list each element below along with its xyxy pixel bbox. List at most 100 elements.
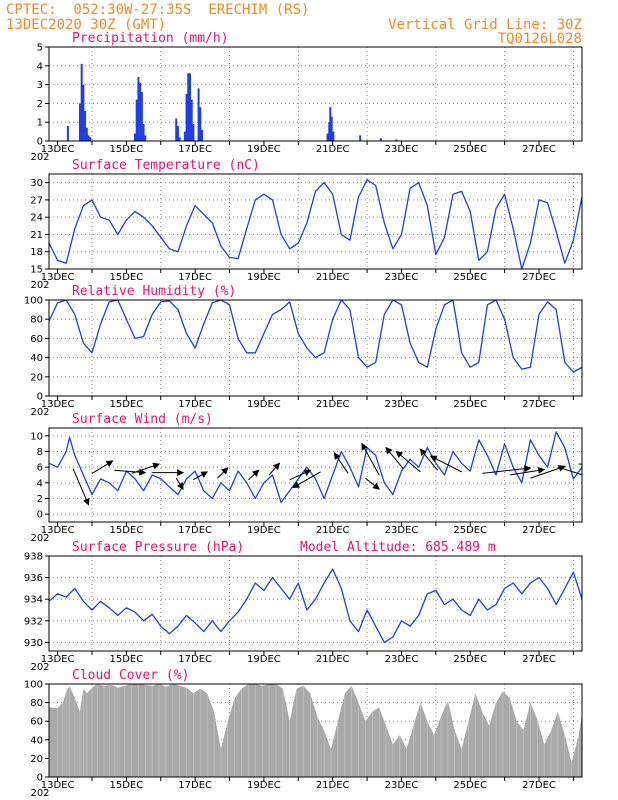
- y-tick-label: 936: [24, 573, 43, 584]
- cloud-cover-area: [49, 684, 582, 777]
- precip-bar: [85, 127, 88, 141]
- precip-bar: [395, 139, 398, 141]
- y-tick-label: 60: [30, 334, 43, 345]
- x-tick-label: 13DEC: [41, 654, 75, 665]
- series-group: [49, 300, 582, 373]
- y-tick-label: 1: [37, 118, 43, 129]
- y-tick-label: 0: [37, 137, 43, 148]
- y-tick-label: 15: [30, 265, 43, 276]
- precip-bar: [332, 131, 335, 141]
- x-year-label: 202: [30, 662, 49, 673]
- wind-vector: [530, 465, 566, 479]
- series-line: [49, 300, 582, 373]
- wind-vector: [606, 466, 618, 470]
- y-tick-label: 27: [30, 195, 43, 206]
- precip-bar: [80, 63, 83, 141]
- wind-vector: [385, 446, 404, 470]
- y-tick-label: 2: [37, 99, 43, 110]
- wind-vector: [131, 462, 160, 474]
- wind-vector: [175, 477, 184, 490]
- x-tick-label: 19DEC: [247, 654, 281, 665]
- wind-vector: [395, 450, 421, 473]
- y-tick-label: 80: [30, 315, 43, 326]
- x-tick-label: 27DEC: [522, 272, 556, 283]
- x-tick-label: 25DEC: [453, 654, 487, 665]
- y-tick-label: 932: [24, 616, 43, 627]
- x-tick-label: 17DEC: [178, 144, 212, 155]
- y-tick-label: 80: [30, 698, 43, 709]
- x-tick-label: 23DEC: [385, 654, 419, 665]
- y-tick-label: 930: [24, 638, 43, 649]
- wind-vector: [333, 452, 349, 474]
- y-tick-label: 60: [30, 717, 43, 728]
- wind-vector: [509, 467, 546, 476]
- precip-bar: [328, 122, 331, 141]
- x-tick-label: 13DEC: [41, 272, 75, 283]
- x-tick-label: 21DEC: [316, 780, 350, 791]
- x-year-label: 202: [30, 152, 49, 163]
- x-tick-label: 15DEC: [110, 780, 144, 791]
- x-tick-label: 25DEC: [453, 272, 487, 283]
- wind-vector: [557, 466, 582, 476]
- panel-frame: [48, 299, 583, 397]
- y-tick-label: 8: [37, 447, 43, 458]
- x-tick-label: 23DEC: [385, 272, 419, 283]
- x-tick-label: 19DEC: [247, 525, 281, 536]
- panel-frame: [48, 683, 583, 778]
- y-tick-label: 938: [24, 552, 43, 563]
- x-tick-label: 27DEC: [522, 525, 556, 536]
- panel-4: [45, 427, 618, 526]
- precip-bar: [329, 107, 332, 141]
- x-tick-label: 13DEC: [41, 780, 75, 791]
- panel-title: Surface Wind (m/s): [72, 412, 213, 427]
- y-tick-label: 5: [37, 43, 43, 54]
- precip-bar: [199, 107, 202, 141]
- x-tick-label: 17DEC: [178, 654, 212, 665]
- x-tick-label: 21DEC: [316, 144, 350, 155]
- series-group: [49, 431, 618, 506]
- panel-title: Surface Pressure (hPa): [72, 540, 244, 555]
- x-tick-label: 27DEC: [522, 780, 556, 791]
- x-tick-label: 27DEC: [522, 399, 556, 410]
- x-tick-label: 21DEC: [316, 399, 350, 410]
- precip-bar: [66, 125, 69, 141]
- precip-bar: [133, 133, 136, 141]
- precip-bar: [192, 124, 195, 141]
- x-tick-label: 17DEC: [178, 272, 212, 283]
- wind-vector: [429, 455, 462, 473]
- panel-title: Relative Humidity (%): [72, 284, 236, 299]
- panel-title: Surface Temperature (nC): [72, 158, 260, 173]
- series-group: [66, 63, 398, 141]
- y-tick-label: 40: [30, 735, 43, 746]
- x-tick-label: 15DEC: [110, 272, 144, 283]
- x-tick-label: 25DEC: [453, 399, 487, 410]
- precip-bar: [326, 133, 329, 141]
- precip-bar: [187, 73, 190, 141]
- precip-bar: [379, 138, 382, 141]
- series-group: [49, 568, 582, 644]
- wind-vector: [361, 442, 380, 476]
- x-tick-label: 23DEC: [385, 525, 419, 536]
- x-tick-label: 27DEC: [522, 654, 556, 665]
- wind-vector: [217, 467, 229, 479]
- wind-vector: [114, 468, 147, 476]
- x-tick-label: 21DEC: [316, 272, 350, 283]
- precip-bar: [84, 110, 87, 141]
- precip-bar: [178, 137, 181, 141]
- precip-bar: [135, 99, 138, 141]
- precip-bar: [87, 135, 90, 141]
- precip-bar: [175, 118, 178, 141]
- wind-vector: [289, 469, 312, 481]
- precip-bar: [190, 99, 193, 141]
- y-tick-label: 3: [37, 80, 43, 91]
- x-year-label: 202: [30, 280, 49, 291]
- precip-bar: [78, 103, 81, 141]
- header-date: 13DEC2020 30Z (GMT): [6, 17, 167, 33]
- series-line: [49, 179, 582, 269]
- wind-vector: [193, 471, 209, 481]
- x-year-label: 202: [30, 788, 49, 799]
- wind-vector: [72, 468, 90, 506]
- wind-vector: [268, 462, 281, 476]
- x-tick-label: 17DEC: [178, 399, 212, 410]
- x-tick-label: 23DEC: [385, 144, 419, 155]
